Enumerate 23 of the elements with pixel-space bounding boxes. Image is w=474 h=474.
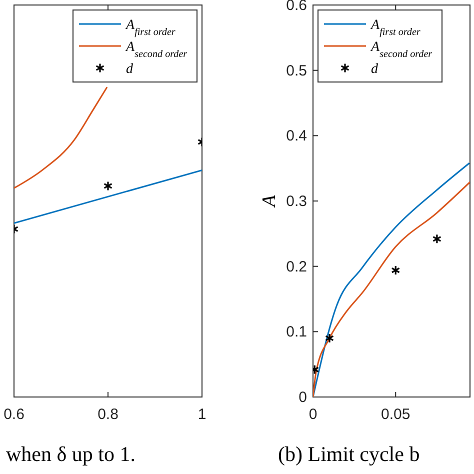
legend-label: A$_{second order}$ [125, 40, 188, 60]
text: when δ up to 1. [6, 442, 136, 466]
legend-label: A$_{first order}$ [370, 18, 420, 38]
y-axis-title: A [259, 194, 280, 209]
legend-label: A$_{first order}$ [125, 18, 176, 38]
x-tick-label: 0.05 [381, 406, 410, 423]
legend-label: A$_{second order}$ [370, 40, 432, 60]
point [391, 265, 400, 276]
y-tick-label: 0.1 [286, 324, 307, 341]
point [325, 333, 334, 344]
y-tick-label: 0.3 [286, 193, 307, 210]
x-tick-label: 1 [198, 406, 206, 423]
y-tick-label: 0.4 [286, 128, 307, 145]
legend-label: d [126, 62, 134, 77]
text: (b) Limit cycle b [278, 442, 420, 466]
x-tick-label: 0 [308, 406, 318, 423]
y-tick-label: 0.2 [286, 258, 307, 276]
y-tick-label: 0 [298, 389, 307, 406]
x-tick-label: 0.6 [4, 406, 24, 423]
legend-label: d [371, 62, 379, 77]
x-tick-label: 0.8 [98, 406, 118, 423]
point [432, 234, 442, 244]
y-tick-label: 0.5 [286, 62, 307, 80]
